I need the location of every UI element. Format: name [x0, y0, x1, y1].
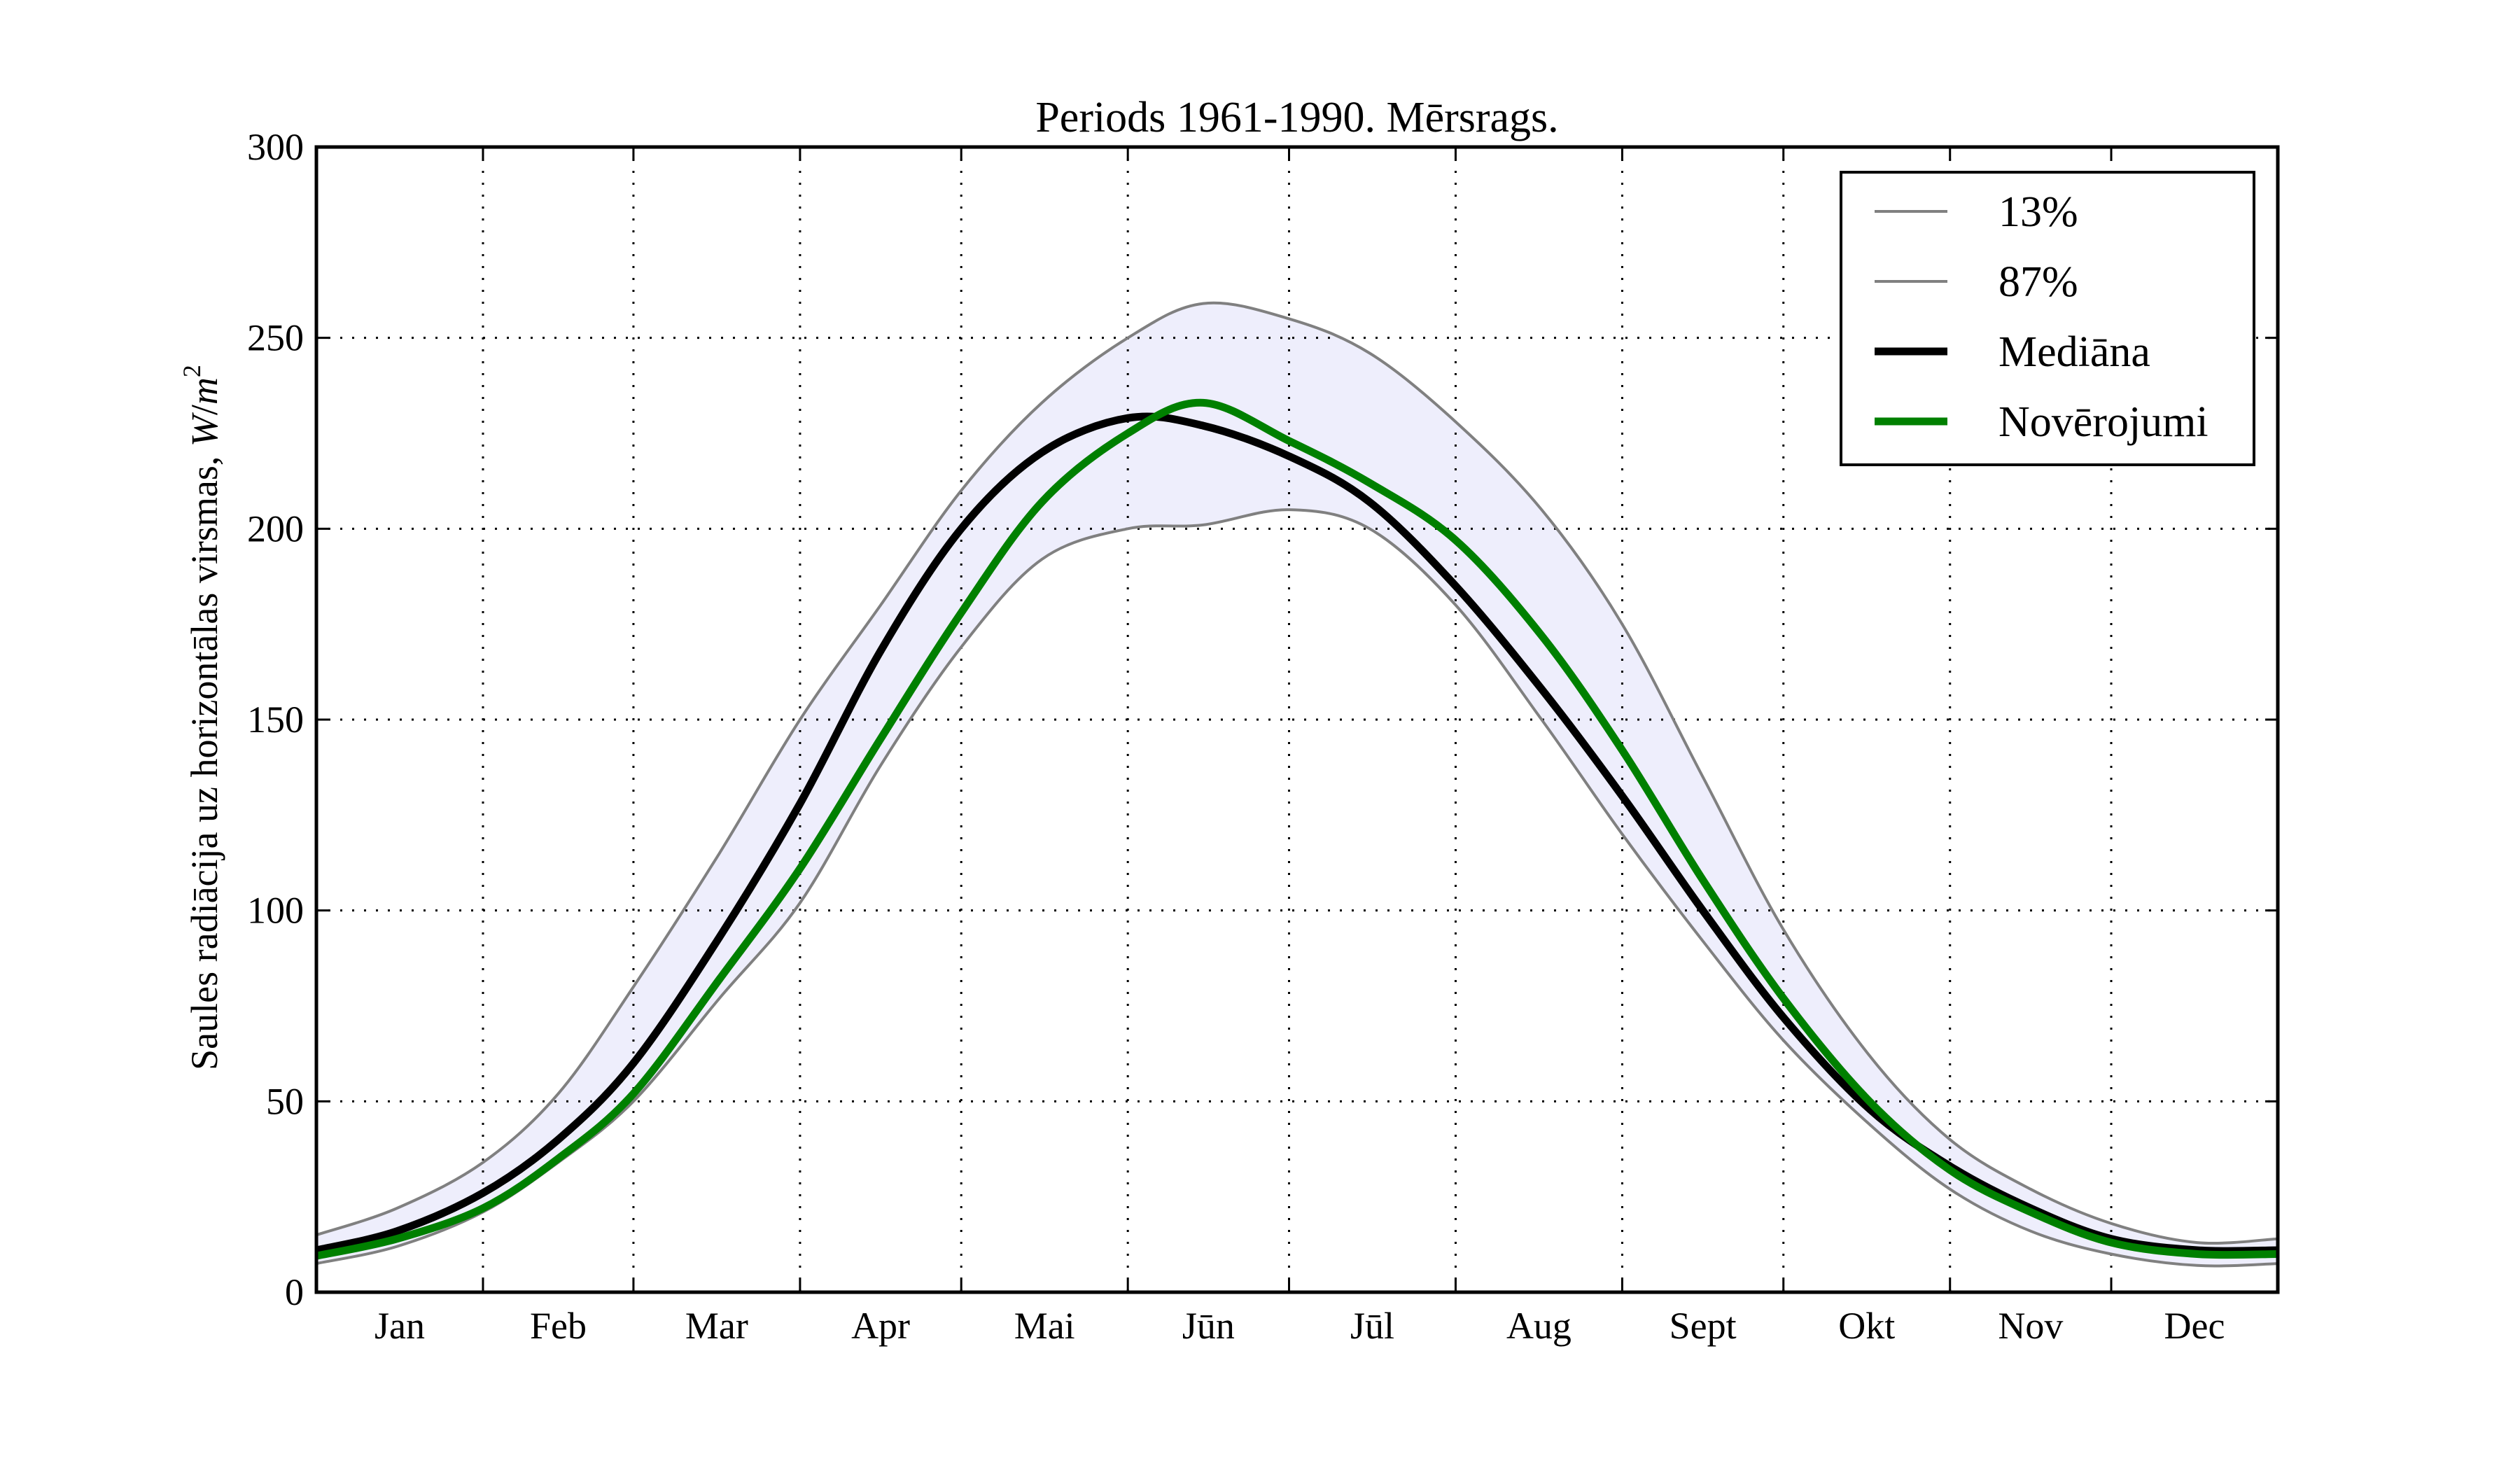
series-line-87	[316, 301, 2278, 1245]
legend: 13% 87% Mediāna Novērojumi	[1840, 171, 2255, 466]
y-axis-label-main: Saules radiācija uz horizontālas virsmas…	[183, 447, 225, 1070]
x-tick-label: Jūn	[1182, 1305, 1235, 1347]
y-tick-label: 50	[266, 1080, 304, 1122]
legend-item: 13%	[1875, 188, 2078, 236]
legend-item: Novērojumi	[1875, 398, 2208, 446]
x-tick-label: Feb	[530, 1305, 587, 1347]
y-axis-label-unit-exp: 2	[178, 365, 206, 377]
series-layer	[315, 301, 2278, 1268]
y-tick-label: 300	[247, 126, 304, 168]
legend-label: 87%	[1998, 258, 2078, 306]
x-tick-label: Jan	[374, 1305, 425, 1347]
x-tick-label: Dec	[2164, 1305, 2225, 1347]
x-tick-label: Nov	[1998, 1305, 2063, 1347]
y-tick-label: 150	[247, 699, 304, 741]
x-tick-label: Jūl	[1350, 1305, 1394, 1347]
y-axis-label: Saules radiācija uz horizontālas virsmas…	[178, 365, 225, 1070]
x-tick-label: Aug	[1506, 1305, 1572, 1347]
y-axis-label-unit-slash: /	[183, 405, 225, 415]
y-tick-label: 100	[247, 890, 304, 932]
y-tick-label: 250	[247, 317, 304, 359]
y-axis-label-unit-w: W	[183, 412, 225, 447]
legend-items: 13% 87% Mediāna Novērojumi	[1875, 188, 2208, 446]
legend-label: Novērojumi	[1998, 398, 2208, 446]
legend-item: 87%	[1875, 258, 2078, 306]
y-tick-label: 0	[285, 1271, 304, 1313]
chart-title: Periods 1961-1990. Mērsrags.	[1035, 94, 1558, 141]
series-line-13	[316, 508, 2278, 1268]
series-line-mediāna	[315, 412, 2278, 1255]
legend-label: Mediāna	[1998, 328, 2150, 376]
x-tick-label: Sept	[1670, 1305, 1737, 1347]
y-axis-label-unit-m: m	[183, 377, 225, 405]
legend-item: Mediāna	[1875, 328, 2150, 376]
series-line-novērojumi	[315, 398, 2278, 1260]
x-tick-label: Mai	[1014, 1305, 1075, 1347]
y-tick-label: 200	[247, 507, 304, 550]
ticks-layer: 0 50 100 150 200 250 300 Jan Feb Mar Apr Mai Jūn Jūl A…	[247, 126, 2278, 1347]
x-tick-label: Apr	[851, 1305, 910, 1347]
legend-label: 13%	[1998, 188, 2078, 236]
x-tick-label: Mar	[685, 1305, 748, 1347]
legend-frame	[1840, 171, 2255, 466]
x-tick-label: Okt	[1838, 1305, 1895, 1347]
